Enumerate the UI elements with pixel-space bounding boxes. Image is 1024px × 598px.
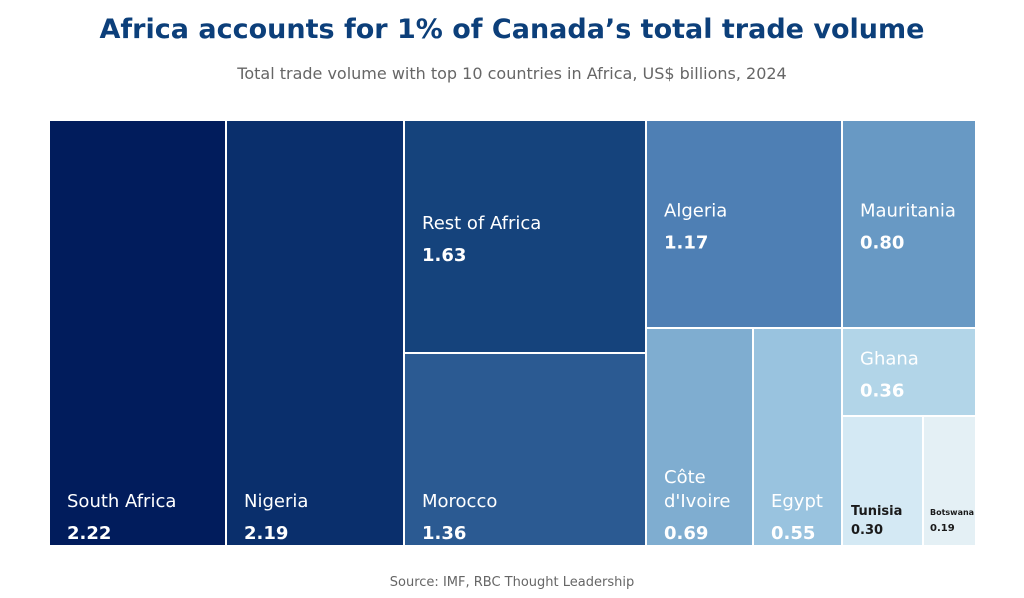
tile-rect-ghana	[843, 329, 975, 415]
tile-morocco: Morocco 1.36	[405, 354, 645, 545]
tile-label-mauritania: Mauritania	[860, 200, 956, 221]
tile-label-c-te-d-ivoire: Côte d'Ivoire	[664, 467, 730, 512]
tile-rect-morocco	[405, 354, 645, 545]
tile-rect-rest-of-africa	[405, 121, 645, 352]
tile-label-algeria: Algeria	[664, 200, 727, 221]
tile-value-algeria: 1.17	[664, 232, 708, 253]
tile-value-rest-of-africa: 1.63	[422, 245, 466, 266]
tile-rect-tunisia	[843, 417, 922, 545]
tile-label-morocco: Morocco	[422, 491, 497, 512]
tile-value-egypt: 0.55	[771, 523, 815, 544]
tile-egypt: Egypt 0.55	[754, 329, 841, 545]
tile-value-mauritania: 0.80	[860, 232, 904, 253]
tile-ghana: Ghana 0.36	[843, 329, 975, 415]
tile-value-botswana: 0.19	[930, 523, 955, 534]
tile-label-rest-of-africa: Rest of Africa	[422, 213, 541, 234]
tile-tunisia: Tunisia 0.30	[843, 417, 922, 545]
tile-value-ghana: 0.36	[860, 380, 904, 401]
tile-value-morocco: 1.36	[422, 523, 466, 544]
tile-rect-algeria	[647, 121, 841, 327]
tile-rect-c-te-d-ivoire	[647, 329, 752, 545]
tile-label-botswana: Botswana	[930, 508, 974, 517]
tile-c-te-d-ivoire: Côte d'Ivoire 0.69	[647, 329, 752, 545]
tile-label-south-africa: South Africa	[67, 491, 176, 512]
chart-source: Source: IMF, RBC Thought Leadership	[389, 575, 635, 590]
tile-value-tunisia: 0.30	[851, 523, 883, 538]
tile-mauritania: Mauritania 0.80	[843, 121, 975, 327]
tile-label-tunisia: Tunisia	[851, 504, 902, 519]
chart-subtitle: Total trade volume with top 10 countries…	[237, 64, 787, 83]
tile-label-nigeria: Nigeria	[244, 491, 308, 512]
tile-value-c-te-d-ivoire: 0.69	[664, 523, 708, 544]
tile-rect-egypt	[754, 329, 841, 545]
tile-rest-of-africa: Rest of Africa 1.63	[405, 121, 645, 352]
chart-title: Africa accounts for 1% of Canada’s total…	[99, 14, 925, 45]
tile-label-ghana: Ghana	[860, 348, 919, 369]
tile-algeria: Algeria 1.17	[647, 121, 841, 327]
tile-nigeria: Nigeria 2.19	[227, 121, 403, 545]
tile-label-egypt: Egypt	[771, 491, 823, 512]
tile-botswana: Botswana 0.19	[924, 417, 975, 545]
tile-south-africa: South Africa 2.22	[50, 121, 225, 545]
tile-value-nigeria: 2.19	[244, 523, 288, 544]
tile-rect-mauritania	[843, 121, 975, 327]
tile-value-south-africa: 2.22	[67, 523, 111, 544]
tile-rect-south-africa	[50, 121, 225, 545]
tile-rect-nigeria	[227, 121, 403, 545]
tile-rect-botswana	[924, 417, 975, 545]
